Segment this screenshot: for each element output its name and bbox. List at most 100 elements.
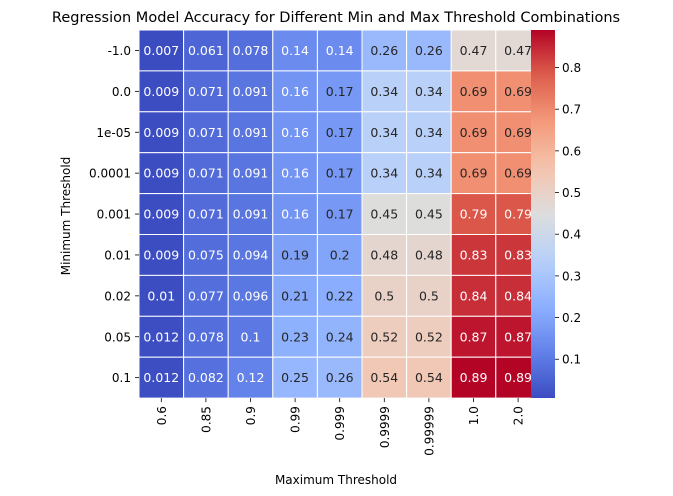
cell-value-label: 0.091 xyxy=(233,207,269,222)
heatmap-cell xyxy=(272,111,318,154)
cell-value-label: 0.69 xyxy=(460,84,488,99)
cell-value-label: 0.26 xyxy=(326,370,354,385)
cell-value-label: 0.21 xyxy=(281,288,309,303)
heatmap-cell xyxy=(138,111,185,154)
heatmap-cell xyxy=(272,234,318,276)
cell-value-label: 0.79 xyxy=(460,207,488,222)
x-tick-label: 0.9999 xyxy=(378,406,392,448)
cell-value-label: 0.14 xyxy=(281,43,309,58)
cell-value-label: 0.009 xyxy=(143,166,179,181)
heatmap-cell xyxy=(272,152,318,195)
y-tick-label: 0.01 xyxy=(104,248,131,262)
cell-value-label: 0.34 xyxy=(415,84,443,99)
cell-value-label: 0.83 xyxy=(460,247,488,262)
colorbar-tick-label: 0.4 xyxy=(562,228,581,242)
chart-title: Regression Model Accuracy for Different … xyxy=(52,10,620,26)
heatmap-cell xyxy=(183,356,229,399)
heatmap-cell xyxy=(272,356,318,399)
cell-value-label: 0.009 xyxy=(143,247,179,262)
cell-value-label: 0.87 xyxy=(504,329,532,344)
x-tick-label: 1.0 xyxy=(467,406,481,425)
heatmap-cell xyxy=(316,234,363,276)
heatmap-cell xyxy=(138,356,185,399)
cell-value-label: 0.47 xyxy=(460,43,488,58)
cell-value-label: 0.69 xyxy=(504,166,532,181)
cell-value-label: 0.071 xyxy=(188,207,224,222)
x-tick-label: 0.6 xyxy=(155,406,169,425)
cell-value-label: 0.096 xyxy=(233,288,269,303)
colorbar-tick-label: 0.8 xyxy=(562,61,581,75)
y-tick-label: 0.02 xyxy=(104,289,131,303)
heatmap-cell xyxy=(316,356,363,399)
heatmap-cell xyxy=(450,70,497,113)
cell-value-label: 0.19 xyxy=(281,247,309,262)
cell-value-label: 0.79 xyxy=(504,207,532,222)
cell-value-label: 0.26 xyxy=(415,43,443,58)
cell-value-label: 0.89 xyxy=(504,370,532,385)
cell-value-label: 0.25 xyxy=(281,370,309,385)
colorbar-tick-label: 0.2 xyxy=(562,311,581,325)
cell-value-label: 0.082 xyxy=(188,370,224,385)
cell-value-label: 0.89 xyxy=(460,370,488,385)
cell-value-label: 0.69 xyxy=(504,125,532,140)
cell-value-label: 0.52 xyxy=(415,329,443,344)
heatmap-cell xyxy=(361,29,408,72)
cell-value-label: 0.69 xyxy=(504,84,532,99)
cell-value-label: 0.17 xyxy=(326,84,354,99)
heatmap-cell xyxy=(183,234,229,276)
heatmap-cell xyxy=(138,29,185,72)
heatmap-cell xyxy=(450,234,497,276)
heatmap-cell xyxy=(450,29,497,72)
y-tick-label: 0.001 xyxy=(97,208,131,222)
colorbar-ticks: 0.1 0.2 0.3 0.4 0.5 0.6 0.7 0.8 xyxy=(555,61,581,367)
y-axis-label: Minimum Threshold xyxy=(59,157,73,276)
cell-value-label: 0.071 xyxy=(188,125,224,140)
cell-value-label: 0.16 xyxy=(281,125,309,140)
x-tick-label: 0.99 xyxy=(289,406,303,433)
heatmap-cell xyxy=(227,70,274,113)
cell-value-label: 0.12 xyxy=(237,370,265,385)
heatmap-cell xyxy=(183,29,229,72)
cell-value-label: 0.87 xyxy=(460,329,488,344)
cell-value-label: 0.091 xyxy=(233,84,269,99)
colorbar-tick-label: 0.1 xyxy=(562,353,581,367)
cell-value-label: 0.54 xyxy=(415,370,443,385)
x-axis-ticks: 0.6 0.85 0.9 0.99 0.999 0.9999 0.99999 1.0 2.0 xyxy=(155,398,526,456)
colorbar-tick-label: 0.6 xyxy=(562,144,581,158)
cell-value-label: 0.48 xyxy=(370,247,398,262)
cell-value-label: 0.16 xyxy=(281,207,309,222)
cell-value-label: 0.34 xyxy=(370,84,398,99)
heatmap-cell xyxy=(361,356,408,399)
cell-value-label: 0.16 xyxy=(281,166,309,181)
heatmap-cell xyxy=(361,193,408,236)
cell-value-label: 0.091 xyxy=(233,166,269,181)
heatmap-cell xyxy=(406,193,452,236)
heatmap-cell xyxy=(272,315,318,358)
cell-value-label: 0.1 xyxy=(241,329,261,344)
cell-value-label: 0.075 xyxy=(188,247,224,262)
heatmap-cell xyxy=(183,274,229,317)
cell-value-label: 0.17 xyxy=(326,166,354,181)
y-tick-label: 0.0001 xyxy=(89,167,131,181)
colorbar-tick-label: 0.7 xyxy=(562,103,581,117)
heatmap-cell xyxy=(183,152,229,195)
cell-value-label: 0.077 xyxy=(188,288,224,303)
x-tick-label: 0.85 xyxy=(199,406,213,433)
heatmap-cell xyxy=(227,356,274,399)
x-axis-label: Maximum Threshold xyxy=(275,473,397,487)
y-tick-label: 0.1 xyxy=(112,371,131,385)
cell-value-label: 0.34 xyxy=(415,166,443,181)
cell-value-label: 0.22 xyxy=(326,288,354,303)
heatmap-cell xyxy=(183,111,229,154)
x-tick-label: 0.999 xyxy=(333,406,347,440)
heatmap-cells: 0.007 0.061 0.078 0.14 0.14 0.26 0.26 0.47 0.47 0… xyxy=(138,29,541,399)
cell-value-label: 0.009 xyxy=(143,125,179,140)
cell-value-label: 0.45 xyxy=(415,207,443,222)
heatmap-cell xyxy=(227,315,274,358)
cell-value-label: 0.007 xyxy=(143,43,179,58)
x-tick-label: 0.9 xyxy=(244,406,258,425)
y-tick-label: 1e-05 xyxy=(96,126,131,140)
y-axis-ticks: -1.0 0.0 1e-05 0.0001 0.001 0.01 0.02 0.05 0.1 xyxy=(89,44,139,385)
cell-value-label: 0.5 xyxy=(374,288,394,303)
heatmap-cell xyxy=(406,70,452,113)
